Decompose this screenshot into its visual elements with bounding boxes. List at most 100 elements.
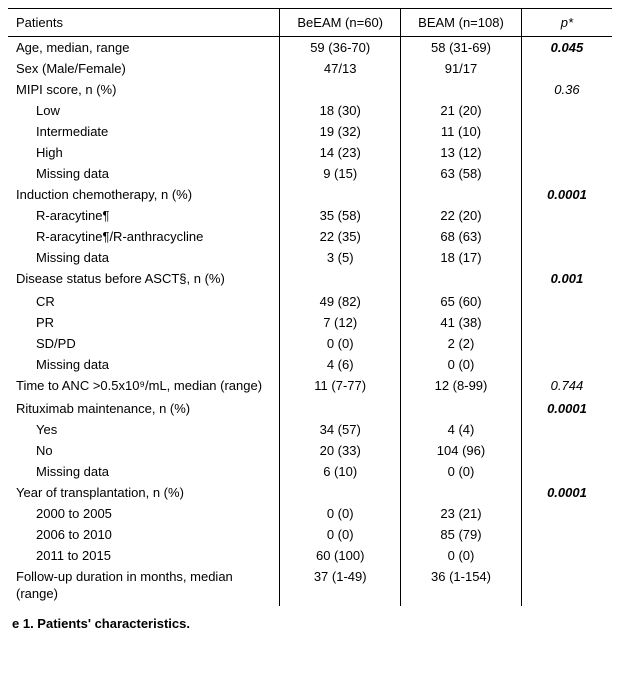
row-p-value: 0.0001 <box>521 482 612 503</box>
row-p-value <box>521 503 612 524</box>
row-p-value <box>521 312 612 333</box>
table-header-row: Patients BeEAM (n=60) BEAM (n=108) p* <box>8 9 612 37</box>
table-row: Yes34 (57)4 (4) <box>8 419 612 440</box>
row-beam-value: 4 (4) <box>401 419 522 440</box>
row-p-value <box>521 461 612 482</box>
row-label: R-aracytine¶/R-anthracycline <box>8 226 280 247</box>
table-caption: e 1. Patients' characteristics. <box>8 616 612 631</box>
table-row: High14 (23)13 (12) <box>8 142 612 163</box>
row-p-value <box>521 440 612 461</box>
row-beeam-value: 0 (0) <box>280 524 401 545</box>
row-beam-value: 58 (31-69) <box>401 37 522 59</box>
row-p-value: 0.744 <box>521 375 612 398</box>
row-label: No <box>8 440 280 461</box>
row-beeam-value: 35 (58) <box>280 205 401 226</box>
row-beam-value: 104 (96) <box>401 440 522 461</box>
row-beeam-value <box>280 398 401 419</box>
table-row: 2000 to 20050 (0)23 (21) <box>8 503 612 524</box>
table-row: Low18 (30)21 (20) <box>8 100 612 121</box>
table-row: Missing data4 (6)0 (0) <box>8 354 612 375</box>
row-beam-value: 0 (0) <box>401 545 522 566</box>
row-p-value <box>521 333 612 354</box>
row-label: Disease status before ASCT§, n (%) <box>8 268 280 291</box>
row-beam-value: 91/17 <box>401 58 522 79</box>
row-label: Missing data <box>8 354 280 375</box>
row-beam-value: 0 (0) <box>401 461 522 482</box>
header-beam: BEAM (n=108) <box>401 9 522 37</box>
row-beam-value: 68 (63) <box>401 226 522 247</box>
row-label: Missing data <box>8 461 280 482</box>
row-beam-value: 11 (10) <box>401 121 522 142</box>
row-beam-value: 0 (0) <box>401 354 522 375</box>
table-row: 2011 to 201560 (100)0 (0) <box>8 545 612 566</box>
table-row: Intermediate19 (32)11 (10) <box>8 121 612 142</box>
row-label: Low <box>8 100 280 121</box>
row-p-value <box>521 566 612 606</box>
row-label: 2011 to 2015 <box>8 545 280 566</box>
header-beeam: BeEAM (n=60) <box>280 9 401 37</box>
row-p-value: 0.045 <box>521 37 612 59</box>
table-row: Sex (Male/Female)47/1391/17 <box>8 58 612 79</box>
row-beeam-value: 19 (32) <box>280 121 401 142</box>
row-p-value <box>521 291 612 312</box>
row-label: Time to ANC >0.5x10⁹/mL, median (range) <box>8 375 280 398</box>
row-label: Sex (Male/Female) <box>8 58 280 79</box>
row-label: 2006 to 2010 <box>8 524 280 545</box>
row-beeam-value: 9 (15) <box>280 163 401 184</box>
row-beam-value: 13 (12) <box>401 142 522 163</box>
table-row: Missing data9 (15)63 (58) <box>8 163 612 184</box>
row-label: PR <box>8 312 280 333</box>
table-row: SD/PD0 (0)2 (2) <box>8 333 612 354</box>
row-label: 2000 to 2005 <box>8 503 280 524</box>
table-row: Age, median, range59 (36-70)58 (31-69)0.… <box>8 37 612 59</box>
row-p-value <box>521 545 612 566</box>
row-beeam-value: 7 (12) <box>280 312 401 333</box>
row-label: Induction chemotherapy, n (%) <box>8 184 280 205</box>
table-row: Missing data3 (5)18 (17) <box>8 247 612 268</box>
row-label: Rituximab maintenance, n (%) <box>8 398 280 419</box>
row-p-value <box>521 163 612 184</box>
table-row: PR7 (12)41 (38) <box>8 312 612 333</box>
row-p-value <box>521 100 612 121</box>
table-row: Year of transplantation, n (%) 0.0001 <box>8 482 612 503</box>
table-row: R-aracytine¶/R-anthracycline22 (35)68 (6… <box>8 226 612 247</box>
row-beam-value: 23 (21) <box>401 503 522 524</box>
row-beeam-value: 18 (30) <box>280 100 401 121</box>
row-beam-value <box>401 398 522 419</box>
row-beam-value: 63 (58) <box>401 163 522 184</box>
row-beeam-value: 0 (0) <box>280 333 401 354</box>
row-beam-value: 2 (2) <box>401 333 522 354</box>
row-p-value <box>521 419 612 440</box>
row-beeam-value: 47/13 <box>280 58 401 79</box>
row-p-value <box>521 354 612 375</box>
row-beeam-value: 0 (0) <box>280 503 401 524</box>
row-p-value: 0.36 <box>521 79 612 100</box>
table-row: Disease status before ASCT§, n (%)0.001 <box>8 268 612 291</box>
table-row: Time to ANC >0.5x10⁹/mL, median (range) 1… <box>8 375 612 398</box>
row-label: MIPI score, n (%) <box>8 79 280 100</box>
row-beeam-value: 3 (5) <box>280 247 401 268</box>
row-beam-value: 36 (1-154) <box>401 566 522 606</box>
row-label: R-aracytine¶ <box>8 205 280 226</box>
row-p-value <box>521 142 612 163</box>
row-beeam-value: 4 (6) <box>280 354 401 375</box>
row-p-value <box>521 524 612 545</box>
row-beam-value: 18 (17) <box>401 247 522 268</box>
row-beeam-value: 37 (1-49) <box>280 566 401 606</box>
row-beeam-value: 49 (82) <box>280 291 401 312</box>
row-p-value <box>521 58 612 79</box>
row-beam-value <box>401 79 522 100</box>
row-beam-value: 12 (8-99) <box>401 375 522 398</box>
table-row: Rituximab maintenance, n (%)0.0001 <box>8 398 612 419</box>
row-beeam-value: 14 (23) <box>280 142 401 163</box>
row-label: Year of transplantation, n (%) <box>8 482 280 503</box>
row-beam-value <box>401 268 522 291</box>
header-patients: Patients <box>8 9 280 37</box>
table-row: R-aracytine¶35 (58)22 (20) <box>8 205 612 226</box>
row-beeam-value <box>280 184 401 205</box>
row-beam-value: 21 (20) <box>401 100 522 121</box>
row-label: Yes <box>8 419 280 440</box>
table-row: Follow-up duration in months, median (ra… <box>8 566 612 606</box>
table-row: MIPI score, n (%) 0.36 <box>8 79 612 100</box>
row-beam-value: 41 (38) <box>401 312 522 333</box>
